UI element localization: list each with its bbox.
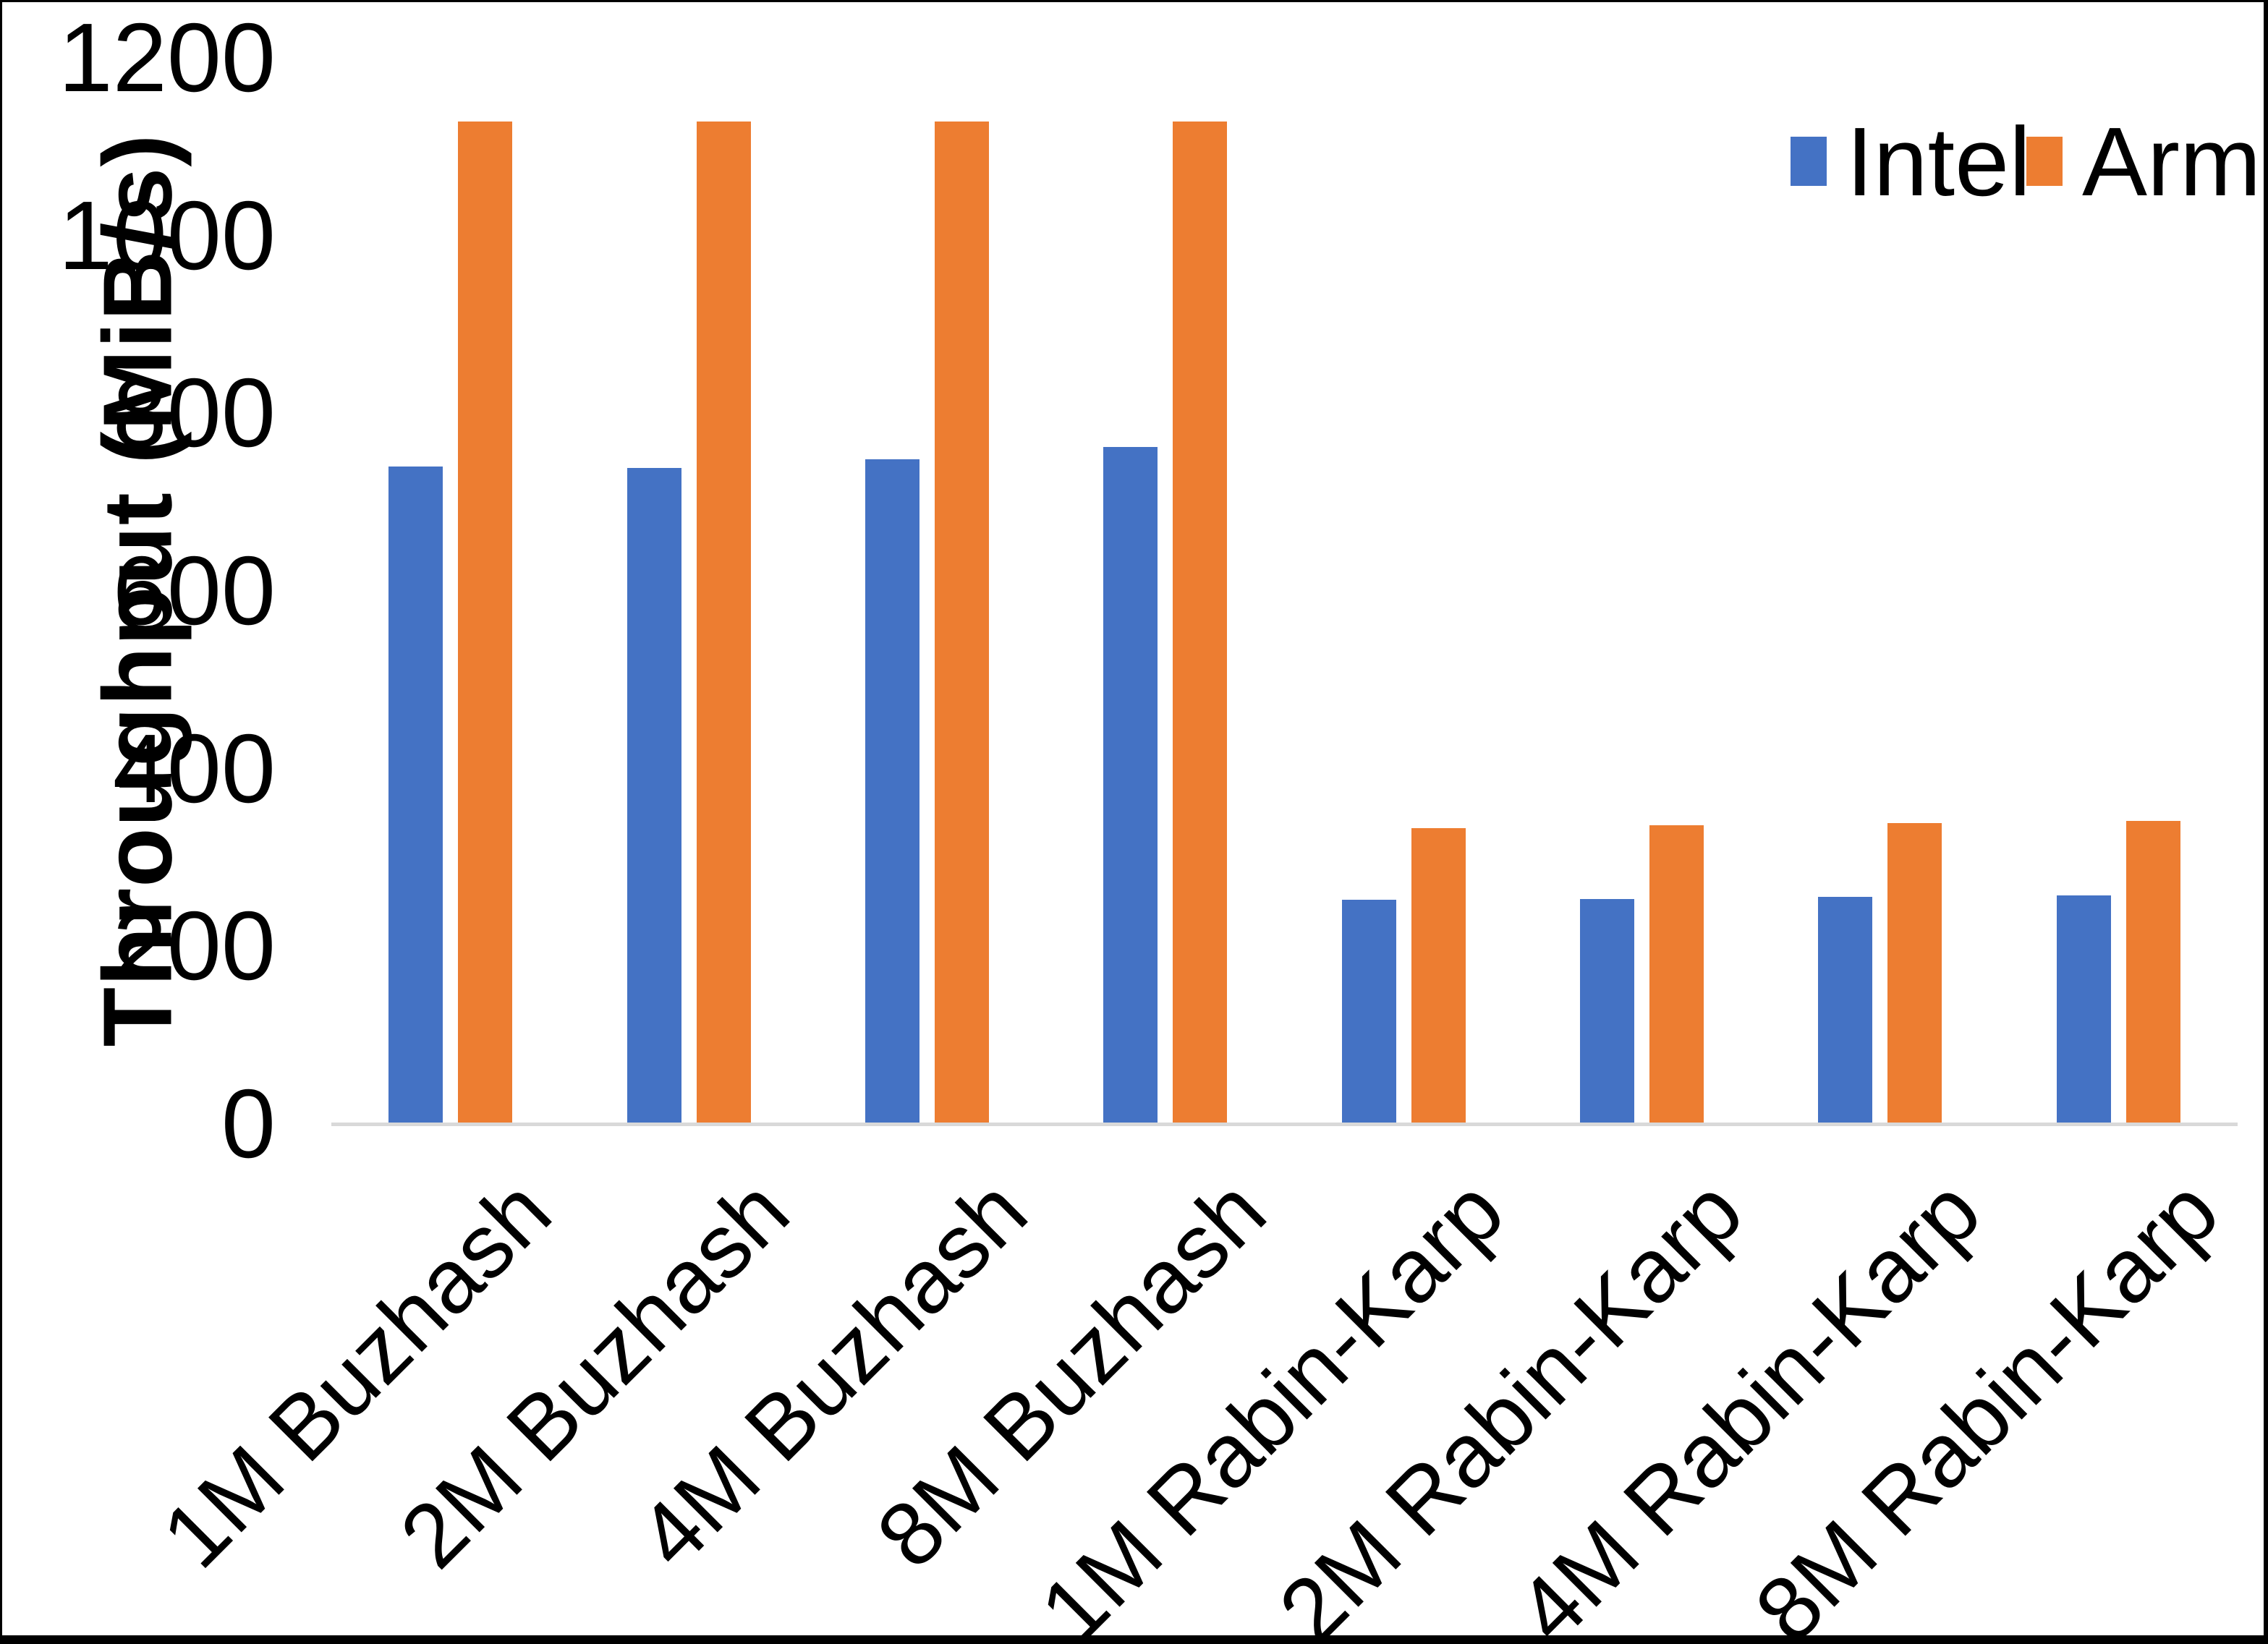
legend-item-intel: Intel [1791,107,2031,216]
legend-label-intel: Intel [1846,106,2031,216]
bar-arm-4m-buzhash [934,122,989,1124]
bar-arm-1m-rabin-karp [1411,827,1466,1124]
legend-swatch-intel [1791,137,1827,186]
bar-intel-1m-buzhash [388,467,443,1124]
y-tick-label-800: 800 [112,358,276,468]
bar-intel-2m-rabin-karp [1580,899,1635,1124]
y-tick-label-1000: 1000 [58,180,276,290]
y-tick-label-0: 0 [221,1069,276,1178]
bar-intel-8m-rabin-karp [2056,895,2111,1124]
bar-arm-2m-rabin-karp [1649,825,1704,1124]
bar-arm-8m-buzhash [1173,122,1228,1124]
bar-arm-4m-rabin-karp [1887,822,1942,1124]
y-tick-label-600: 600 [112,536,276,645]
legend-swatch-arm [2026,137,2063,186]
bar-arm-1m-buzhash [458,122,513,1124]
bar-intel-2m-buzhash [627,468,681,1124]
y-tick-label-1200: 1200 [58,3,276,112]
legend-label-arm: Arm [2082,106,2261,216]
legend-item-arm: Arm [2026,107,2261,216]
y-tick-label-200: 200 [112,891,276,1001]
bar-intel-8m-buzhash [1103,447,1158,1124]
bar-arm-8m-rabin-karp [2125,821,2180,1124]
bar-intel-4m-rabin-karp [1818,896,1873,1124]
x-label-1m-buzhash: 1M Buzhash [143,1160,570,1588]
y-tick-label-400: 400 [112,713,276,823]
bar-arm-2m-buzhash [696,122,751,1124]
bar-intel-4m-buzhash [865,459,919,1124]
bar-intel-1m-rabin-karp [1341,900,1396,1124]
x-axis-line [331,1123,2238,1126]
